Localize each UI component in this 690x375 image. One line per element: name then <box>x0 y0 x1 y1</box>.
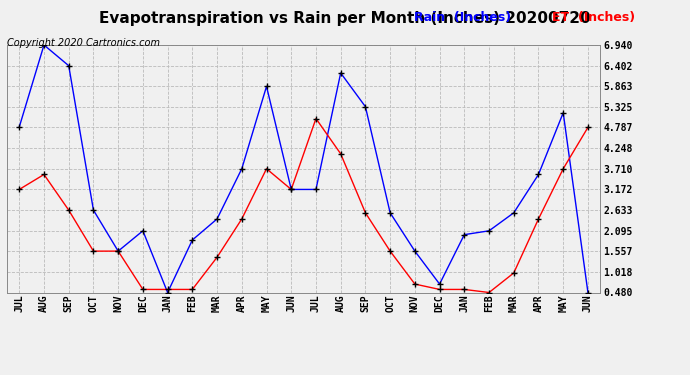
Text: Rain  (Inches): Rain (Inches) <box>414 11 511 24</box>
Text: ET  (Inches): ET (Inches) <box>552 11 635 24</box>
Text: Evapotranspiration vs Rain per Month (Inches) 20200720: Evapotranspiration vs Rain per Month (In… <box>99 11 591 26</box>
Text: Copyright 2020 Cartronics.com: Copyright 2020 Cartronics.com <box>7 38 160 48</box>
